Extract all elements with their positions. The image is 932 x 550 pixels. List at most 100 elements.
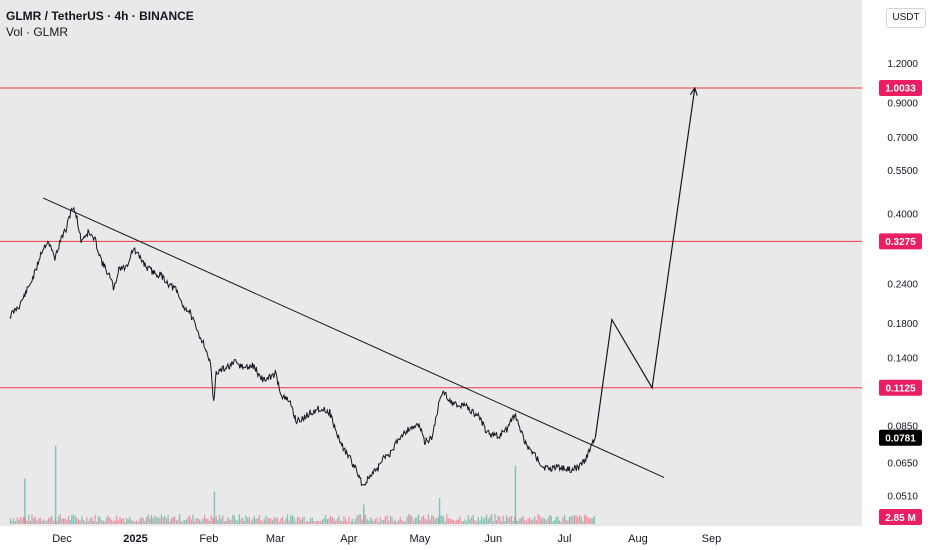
volume-bar xyxy=(437,517,440,524)
volume-bar xyxy=(53,520,55,524)
volume-bar xyxy=(160,514,162,524)
price-axis[interactable]: 1.2000 0.9000 0.7000 0.5500 0.4000 0.2400 0.18… xyxy=(887,59,918,503)
y-tick-label: 0.5500 xyxy=(887,166,918,177)
time-axis[interactable]: Dec 2025 Feb Mar Apr May Jun Jul Aug Sep xyxy=(52,533,721,545)
volume-bar xyxy=(248,517,250,524)
volume-bar xyxy=(185,519,187,524)
volume-bar xyxy=(441,515,443,524)
volume-bar xyxy=(444,521,446,524)
volume-bar xyxy=(436,517,438,524)
volume-bar xyxy=(243,521,245,524)
trendline[interactable] xyxy=(42,197,665,478)
volume-bar xyxy=(335,521,337,524)
volume-bar xyxy=(240,519,242,524)
volume-bar xyxy=(321,519,323,524)
volume-bar xyxy=(252,519,254,524)
volume-legend[interactable]: Vol · GLMR xyxy=(6,25,69,39)
volume-bar xyxy=(306,521,308,524)
horizontal-levels xyxy=(0,87,862,389)
volume-bar xyxy=(565,519,567,524)
price-line[interactable] xyxy=(9,206,596,486)
volume-bar xyxy=(87,521,89,524)
volume-bar xyxy=(583,514,586,524)
volume-tag-bg xyxy=(879,509,922,525)
volume-bar xyxy=(423,515,425,524)
volume-bar xyxy=(109,518,111,524)
volume-bar xyxy=(524,519,526,524)
volume-bar xyxy=(358,514,360,524)
volume-bar xyxy=(81,516,83,524)
volume-bar xyxy=(549,515,551,524)
level-tag: 0.1125 xyxy=(885,383,915,394)
volume-bar xyxy=(69,519,71,524)
volume-bar xyxy=(155,517,158,524)
volume-bar xyxy=(131,519,133,524)
currency-button[interactable]: USDT xyxy=(886,8,926,28)
volume-bar xyxy=(147,514,149,524)
volume-bar xyxy=(325,514,327,524)
plot-background xyxy=(0,0,862,526)
level-tag-bg xyxy=(879,379,922,396)
volume-spike xyxy=(54,446,57,524)
volume-bar xyxy=(466,521,468,524)
level-tag-bg xyxy=(879,233,922,250)
volume-bar xyxy=(230,519,232,524)
volume-bar xyxy=(62,518,65,524)
volume-bar xyxy=(152,518,154,524)
volume-bar xyxy=(46,520,48,524)
volume-bar xyxy=(268,518,270,524)
volume-bar xyxy=(572,516,574,524)
volume-bar xyxy=(170,518,172,524)
price-series-layer xyxy=(9,206,596,486)
volume-bar xyxy=(557,516,559,524)
volume-bar xyxy=(13,518,15,524)
volume-bar xyxy=(77,519,80,524)
volume-bar xyxy=(336,518,338,524)
volume-bar xyxy=(14,521,16,524)
volume-bar xyxy=(520,517,522,524)
volume-bar xyxy=(235,519,237,524)
volume-bar xyxy=(414,518,416,524)
y-tick-label: 0.7000 xyxy=(887,133,918,144)
volume-bar xyxy=(116,515,118,524)
volume-bar xyxy=(484,517,486,524)
volume-bar xyxy=(481,516,483,524)
volume-bar xyxy=(525,521,527,524)
volume-bar xyxy=(308,521,310,524)
projection-path[interactable] xyxy=(594,87,696,438)
level-tag: 1.0033 xyxy=(885,84,916,95)
volume-bar xyxy=(517,521,519,524)
y-tick-label: 0.9000 xyxy=(887,98,918,109)
volume-bar xyxy=(504,521,506,524)
volume-bar xyxy=(119,517,121,524)
volume-bar xyxy=(48,518,50,524)
volume-bar xyxy=(99,516,101,524)
price-tags: 1.0033 0.3275 0.1125 0.0781 2.85 M xyxy=(879,80,922,525)
volume-bar xyxy=(96,521,98,524)
volume-bar xyxy=(388,520,390,524)
volume-bar xyxy=(295,521,297,524)
volume-bar xyxy=(499,516,501,524)
volume-bar xyxy=(374,519,376,524)
volume-bar xyxy=(361,519,363,524)
volume-bar xyxy=(396,521,398,524)
volume-bar xyxy=(384,516,386,524)
volume-bar xyxy=(199,519,201,524)
volume-bar xyxy=(228,519,230,524)
volume-bar xyxy=(290,515,292,524)
volume-bar xyxy=(124,521,126,524)
volume-bar xyxy=(442,516,445,524)
volume-bar xyxy=(94,514,96,524)
volume-bar xyxy=(97,516,99,524)
volume-bar xyxy=(427,514,430,524)
volume-bar xyxy=(260,520,262,524)
volume-bar xyxy=(300,519,302,524)
volume-bar xyxy=(280,518,282,524)
volume-bar xyxy=(482,519,484,524)
volume-bar xyxy=(502,515,504,524)
volume-bar xyxy=(330,515,332,524)
volume-bar xyxy=(489,516,491,524)
symbol-title[interactable]: GLMR / TetherUS · 4h · BINANCE xyxy=(6,9,194,23)
